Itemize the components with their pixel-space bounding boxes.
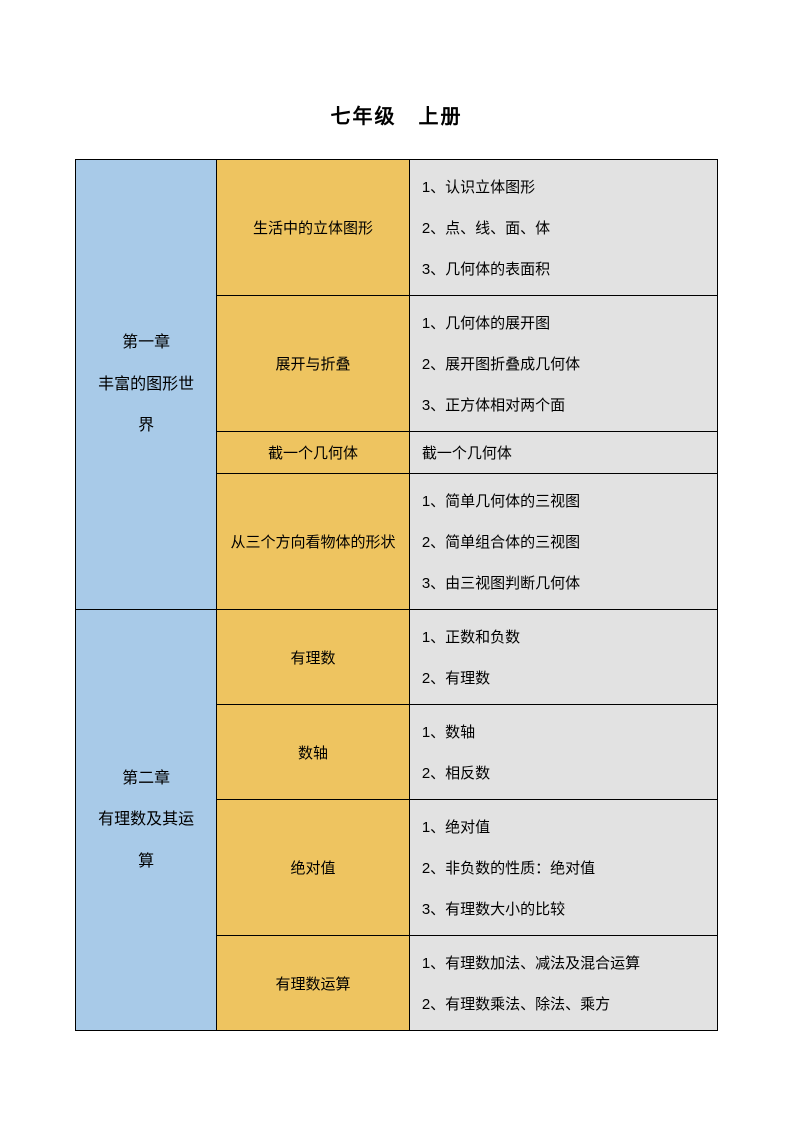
topic-cell: 1、正数和负数 2、有理数 <box>409 610 717 705</box>
curriculum-table: 第一章 丰富的图形世 界 生活中的立体图形 1、认识立体图形 2、点、线、面、体… <box>75 159 718 1031</box>
section-cell: 绝对值 <box>217 800 410 936</box>
topic-item: 3、正方体相对两个面 <box>422 384 705 425</box>
chapter-line: 丰富的图形世 <box>84 364 208 406</box>
topic-item: 2、有理数 <box>422 657 705 698</box>
table-row: 第二章 有理数及其运 算 有理数 1、正数和负数 2、有理数 <box>76 610 718 705</box>
topic-item: 2、非负数的性质：绝对值 <box>422 847 705 888</box>
table-row: 第一章 丰富的图形世 界 生活中的立体图形 1、认识立体图形 2、点、线、面、体… <box>76 160 718 296</box>
topic-item: 1、几何体的展开图 <box>422 302 705 343</box>
topic-item: 2、简单组合体的三视图 <box>422 521 705 562</box>
topic-cell: 1、几何体的展开图 2、展开图折叠成几何体 3、正方体相对两个面 <box>409 296 717 432</box>
topic-item: 1、认识立体图形 <box>422 166 705 207</box>
topic-item: 3、几何体的表面积 <box>422 248 705 289</box>
topic-item: 1、正数和负数 <box>422 616 705 657</box>
topic-item: 3、有理数大小的比较 <box>422 888 705 929</box>
topic-cell: 1、简单几何体的三视图 2、简单组合体的三视图 3、由三视图判断几何体 <box>409 474 717 610</box>
section-cell: 有理数运算 <box>217 936 410 1031</box>
chapter-line: 第一章 <box>84 322 208 364</box>
topic-item: 2、点、线、面、体 <box>422 207 705 248</box>
chapter-line: 第二章 <box>84 758 208 800</box>
chapter-line: 算 <box>84 841 208 883</box>
topic-cell: 1、绝对值 2、非负数的性质：绝对值 3、有理数大小的比较 <box>409 800 717 936</box>
topic-item: 1、绝对值 <box>422 806 705 847</box>
section-cell: 展开与折叠 <box>217 296 410 432</box>
topic-cell: 1、数轴 2、相反数 <box>409 705 717 800</box>
topic-item: 1、有理数加法、减法及混合运算 <box>422 942 705 983</box>
topic-cell: 1、有理数加法、减法及混合运算 2、有理数乘法、除法、乘方 <box>409 936 717 1031</box>
topic-item: 2、相反数 <box>422 752 705 793</box>
topic-item: 1、简单几何体的三视图 <box>422 480 705 521</box>
topic-item: 1、数轴 <box>422 711 705 752</box>
page-title: 七年级 上册 <box>75 100 718 129</box>
topic-cell: 1、认识立体图形 2、点、线、面、体 3、几何体的表面积 <box>409 160 717 296</box>
chapter-cell: 第二章 有理数及其运 算 <box>76 610 217 1031</box>
chapter-line: 有理数及其运 <box>84 799 208 841</box>
section-cell: 生活中的立体图形 <box>217 160 410 296</box>
section-cell: 数轴 <box>217 705 410 800</box>
topic-cell: 截一个几何体 <box>409 432 717 474</box>
chapter-cell: 第一章 丰富的图形世 界 <box>76 160 217 610</box>
section-cell: 有理数 <box>217 610 410 705</box>
section-cell: 从三个方向看物体的形状 <box>217 474 410 610</box>
section-cell: 截一个几何体 <box>217 432 410 474</box>
topic-item: 截一个几何体 <box>422 438 705 467</box>
chapter-line: 界 <box>84 405 208 447</box>
topic-item: 2、有理数乘法、除法、乘方 <box>422 983 705 1024</box>
topic-item: 3、由三视图判断几何体 <box>422 562 705 603</box>
topic-item: 2、展开图折叠成几何体 <box>422 343 705 384</box>
